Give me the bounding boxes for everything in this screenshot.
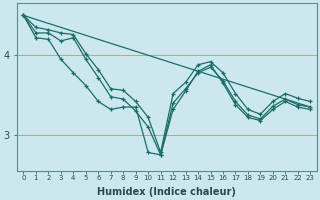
X-axis label: Humidex (Indice chaleur): Humidex (Indice chaleur) xyxy=(98,187,236,197)
